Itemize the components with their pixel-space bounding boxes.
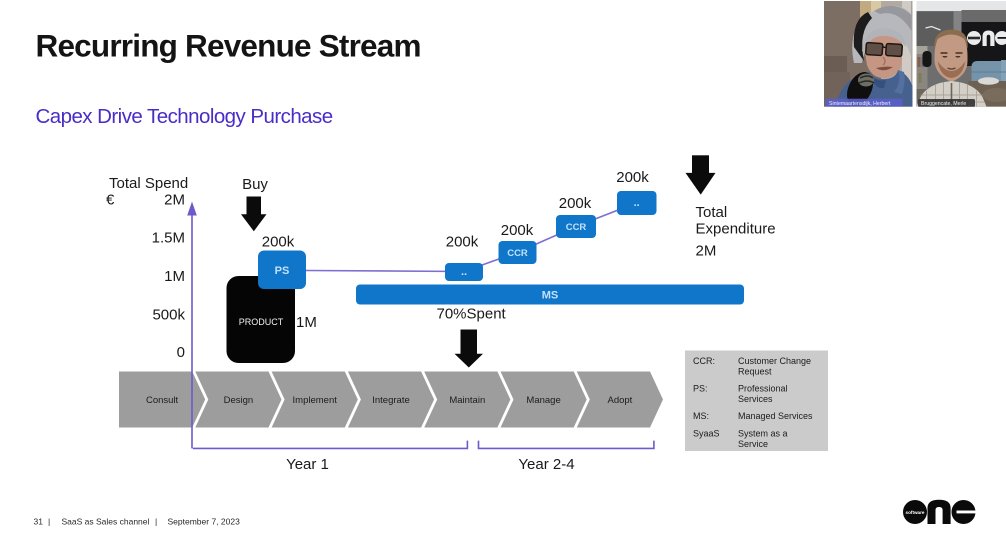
svg-text:2M: 2M <box>164 192 185 209</box>
svg-text:Buy: Buy <box>242 176 268 193</box>
svg-text:70%Spent: 70%Spent <box>437 306 507 323</box>
svg-text:Service: Service <box>738 439 768 449</box>
svg-text:Services: Services <box>738 394 773 404</box>
svg-text:MS:: MS: <box>693 411 709 421</box>
svg-text:200k: 200k <box>501 222 534 239</box>
svg-text:CCR:: CCR: <box>693 356 715 366</box>
svg-text:1M: 1M <box>164 268 185 285</box>
svg-text:..: .. <box>461 266 467 278</box>
svg-text:Manage: Manage <box>526 395 560 406</box>
svg-text:|: | <box>48 517 50 527</box>
svg-text:1M: 1M <box>296 314 317 331</box>
svg-text:Adopt: Adopt <box>607 395 632 406</box>
svg-text:Year 2-4: Year 2-4 <box>518 456 574 473</box>
svg-text:PS: PS <box>275 265 290 277</box>
svg-text:€: € <box>106 192 115 209</box>
svg-text:Request: Request <box>738 367 772 377</box>
svg-text:Bruggencate, Merle: Bruggencate, Merle <box>921 101 966 107</box>
svg-text:Implement: Implement <box>293 395 338 406</box>
svg-text:Design: Design <box>224 395 254 406</box>
svg-text:..: .. <box>634 197 640 209</box>
svg-text:1.5M: 1.5M <box>152 230 185 247</box>
svg-text:SyaaS: SyaaS <box>693 429 720 439</box>
svg-text:31: 31 <box>34 517 44 527</box>
svg-text:September 7, 2023: September 7, 2023 <box>168 517 241 527</box>
svg-text:200k: 200k <box>616 169 649 186</box>
svg-text:Integrate: Integrate <box>372 395 410 406</box>
svg-text:Managed Services: Managed Services <box>738 411 813 421</box>
svg-text:Customer Change: Customer Change <box>738 356 811 366</box>
svg-text:MS: MS <box>542 290 559 302</box>
svg-text:|: | <box>155 517 157 527</box>
svg-text:SaaS as Sales channel: SaaS as Sales channel <box>62 517 150 527</box>
svg-text:software: software <box>906 510 925 515</box>
svg-text:500k: 500k <box>152 307 185 324</box>
svg-text:200k: 200k <box>559 195 592 212</box>
svg-text:Sintemaartensdijk, Herbert: Sintemaartensdijk, Herbert <box>829 101 891 107</box>
svg-text:Capex Drive Technology Purchas: Capex Drive Technology Purchase <box>36 105 333 128</box>
svg-text:CCR: CCR <box>507 248 528 259</box>
svg-text:200k: 200k <box>446 234 479 251</box>
svg-text:PRODUCT: PRODUCT <box>239 317 284 327</box>
svg-text:Total Spend: Total Spend <box>109 175 188 192</box>
svg-text:Expenditure: Expenditure <box>696 221 776 238</box>
svg-text:System as a: System as a <box>738 429 788 439</box>
svg-text:0: 0 <box>177 344 185 361</box>
svg-text:Professional: Professional <box>738 384 788 394</box>
svg-text:Maintain: Maintain <box>449 395 485 406</box>
svg-text:Recurring Revenue Stream: Recurring Revenue Stream <box>36 28 421 64</box>
svg-text:Consult: Consult <box>146 395 179 406</box>
svg-text:PS:: PS: <box>693 384 708 394</box>
svg-text:200k: 200k <box>262 234 295 251</box>
svg-text:CCR: CCR <box>566 222 587 233</box>
svg-text:Year 1: Year 1 <box>286 456 329 473</box>
svg-text:Total: Total <box>696 204 728 221</box>
svg-text:2M: 2M <box>696 243 717 260</box>
